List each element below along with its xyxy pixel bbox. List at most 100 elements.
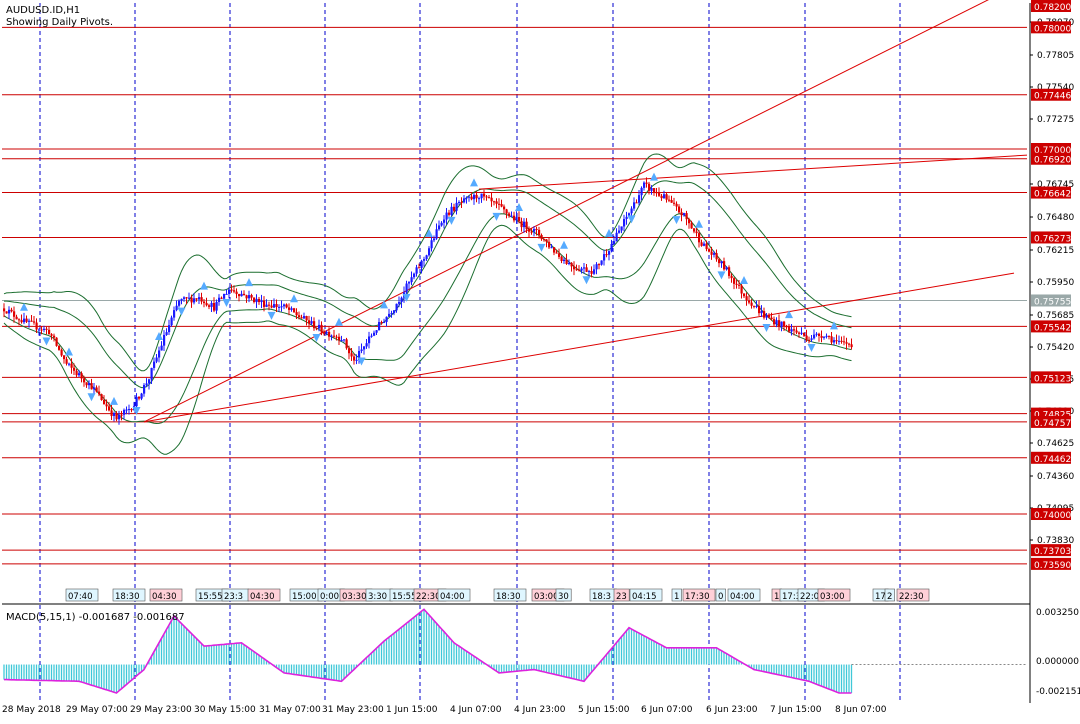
candle-body xyxy=(600,260,603,265)
time-box-label: 18:30 xyxy=(115,592,140,602)
candle-body xyxy=(170,317,173,326)
candle-body xyxy=(113,412,116,416)
candle-body xyxy=(658,193,661,196)
candle-body xyxy=(425,255,428,260)
candle-body xyxy=(525,221,528,230)
price-tick-label: 0.77275 xyxy=(1037,115,1074,125)
candle-body xyxy=(810,338,813,340)
fractal-marker xyxy=(267,311,276,320)
candle-body xyxy=(445,212,448,220)
candle-body xyxy=(460,202,463,204)
candle-body xyxy=(495,201,498,204)
time-box-label: 07:40 xyxy=(68,592,93,602)
candle-body xyxy=(520,221,523,228)
candle-body xyxy=(205,303,208,306)
price-tick-label: 0.75685 xyxy=(1037,311,1074,321)
candle-body xyxy=(565,259,568,265)
candle-body xyxy=(593,269,596,274)
pivot-price-box xyxy=(1031,557,1071,570)
candle-body xyxy=(255,298,258,303)
candle-body xyxy=(498,203,501,205)
candle-body xyxy=(343,339,346,341)
candle-body xyxy=(370,335,373,337)
candle-body xyxy=(38,329,41,331)
fractal-marker xyxy=(132,407,141,416)
candle-body xyxy=(235,291,238,295)
candle-body xyxy=(358,350,361,360)
price-tick-label: 0.73830 xyxy=(1037,536,1074,546)
candle-body xyxy=(140,393,143,399)
candle-body xyxy=(660,195,663,199)
x-tick-label: 8 Jun 07:00 xyxy=(835,705,887,715)
candle-body xyxy=(200,297,203,302)
candle-body xyxy=(688,219,691,224)
candle-body xyxy=(368,336,371,344)
candle-body xyxy=(503,206,506,210)
candle-body xyxy=(633,202,636,209)
pivot-price-box xyxy=(1031,231,1071,244)
candle-body xyxy=(310,321,313,324)
candle-body xyxy=(793,329,796,331)
pivot-price-label: 0.77446 xyxy=(1034,92,1071,102)
price-tick-label: 0.76215 xyxy=(1037,246,1074,256)
candle-body xyxy=(835,340,838,342)
candle-body xyxy=(253,297,256,303)
fractal-marker xyxy=(785,310,793,319)
x-tick-label: 6 Jun 07:00 xyxy=(641,705,693,715)
candle-body xyxy=(135,396,138,407)
candle-body xyxy=(325,331,328,334)
candle-body xyxy=(650,188,653,191)
candle-body xyxy=(80,373,83,379)
candle-body xyxy=(213,303,216,311)
candle-body xyxy=(13,311,16,317)
time-box-label: 04:30 xyxy=(152,592,177,602)
candle-body xyxy=(798,332,801,334)
candle-body xyxy=(613,241,616,245)
candle-body xyxy=(383,321,386,323)
macd-tick-label: 0.000000 xyxy=(1036,657,1079,667)
fractal-marker xyxy=(200,281,208,290)
candle-body xyxy=(518,217,521,222)
candle-body xyxy=(698,233,701,243)
candle-body xyxy=(785,326,788,328)
time-box-label: 0 xyxy=(718,592,723,602)
candle-body xyxy=(738,284,741,286)
candle-body xyxy=(615,232,618,242)
fractal-marker xyxy=(470,178,478,187)
candle-body xyxy=(78,373,81,376)
candle-body xyxy=(218,297,221,302)
candle-body xyxy=(523,221,526,228)
candle-body xyxy=(355,359,358,361)
trend-line-upper xyxy=(143,0,989,423)
candle-body xyxy=(685,213,688,220)
candle-body xyxy=(270,305,273,308)
candle-body xyxy=(513,215,516,221)
candle-body xyxy=(623,218,626,227)
candle-body xyxy=(160,345,163,351)
x-tick-label: 7 Jun 15:00 xyxy=(770,705,822,715)
candle-body xyxy=(725,267,728,270)
candle-body xyxy=(208,305,211,307)
candle-body xyxy=(248,295,251,299)
candle-body xyxy=(468,196,471,198)
candle-body xyxy=(665,194,668,200)
candle-body xyxy=(18,319,21,321)
candle-body xyxy=(680,212,683,216)
candle-body xyxy=(643,182,646,188)
candle-body xyxy=(58,345,61,350)
time-box-label: 22:30 xyxy=(899,592,924,602)
fractal-marker xyxy=(695,219,703,228)
candle-body xyxy=(25,318,28,322)
candle-body xyxy=(233,290,236,292)
candle-body xyxy=(843,341,846,343)
candle-body xyxy=(590,271,593,274)
candle-body xyxy=(773,319,776,325)
candle-body xyxy=(395,303,398,311)
candle-body xyxy=(720,261,723,264)
pivot-price-box xyxy=(1031,88,1071,101)
fractal-marker xyxy=(830,321,838,330)
candle-body xyxy=(110,410,113,416)
fractal-marker xyxy=(650,172,658,181)
